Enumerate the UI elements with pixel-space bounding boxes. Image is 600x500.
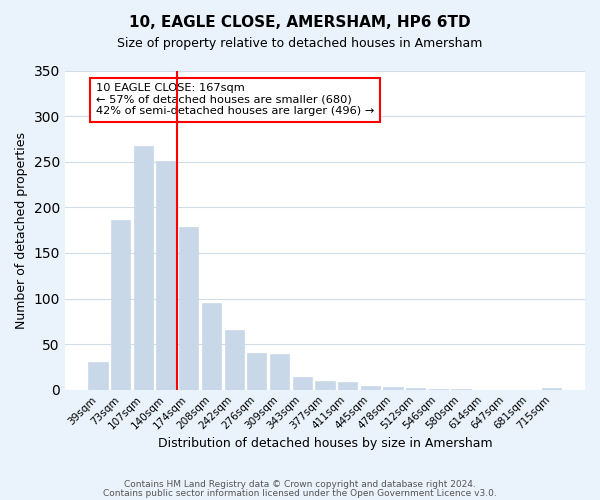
Y-axis label: Number of detached properties: Number of detached properties [15, 132, 28, 328]
Bar [361, 386, 380, 390]
Bar [88, 362, 108, 390]
Bar [179, 228, 199, 390]
X-axis label: Distribution of detached houses by size in Amersham: Distribution of detached houses by size … [158, 437, 492, 450]
Text: Contains HM Land Registry data © Crown copyright and database right 2024.: Contains HM Land Registry data © Crown c… [124, 480, 476, 489]
Bar [270, 354, 289, 390]
Bar [383, 387, 403, 390]
Bar [293, 377, 312, 390]
Bar [134, 146, 153, 390]
Bar [247, 353, 266, 390]
Bar [406, 388, 425, 390]
Text: 10 EAGLE CLOSE: 167sqm
← 57% of detached houses are smaller (680)
42% of semi-de: 10 EAGLE CLOSE: 167sqm ← 57% of detached… [96, 84, 374, 116]
Bar [111, 220, 130, 390]
Bar [428, 389, 448, 390]
Bar [224, 330, 244, 390]
Bar [451, 389, 470, 390]
Bar [315, 380, 335, 390]
Bar [338, 382, 357, 390]
Text: 10, EAGLE CLOSE, AMERSHAM, HP6 6TD: 10, EAGLE CLOSE, AMERSHAM, HP6 6TD [129, 15, 471, 30]
Bar [157, 161, 176, 390]
Bar [202, 303, 221, 390]
Text: Contains public sector information licensed under the Open Government Licence v3: Contains public sector information licen… [103, 489, 497, 498]
Bar [542, 388, 562, 390]
Text: Size of property relative to detached houses in Amersham: Size of property relative to detached ho… [118, 38, 482, 51]
